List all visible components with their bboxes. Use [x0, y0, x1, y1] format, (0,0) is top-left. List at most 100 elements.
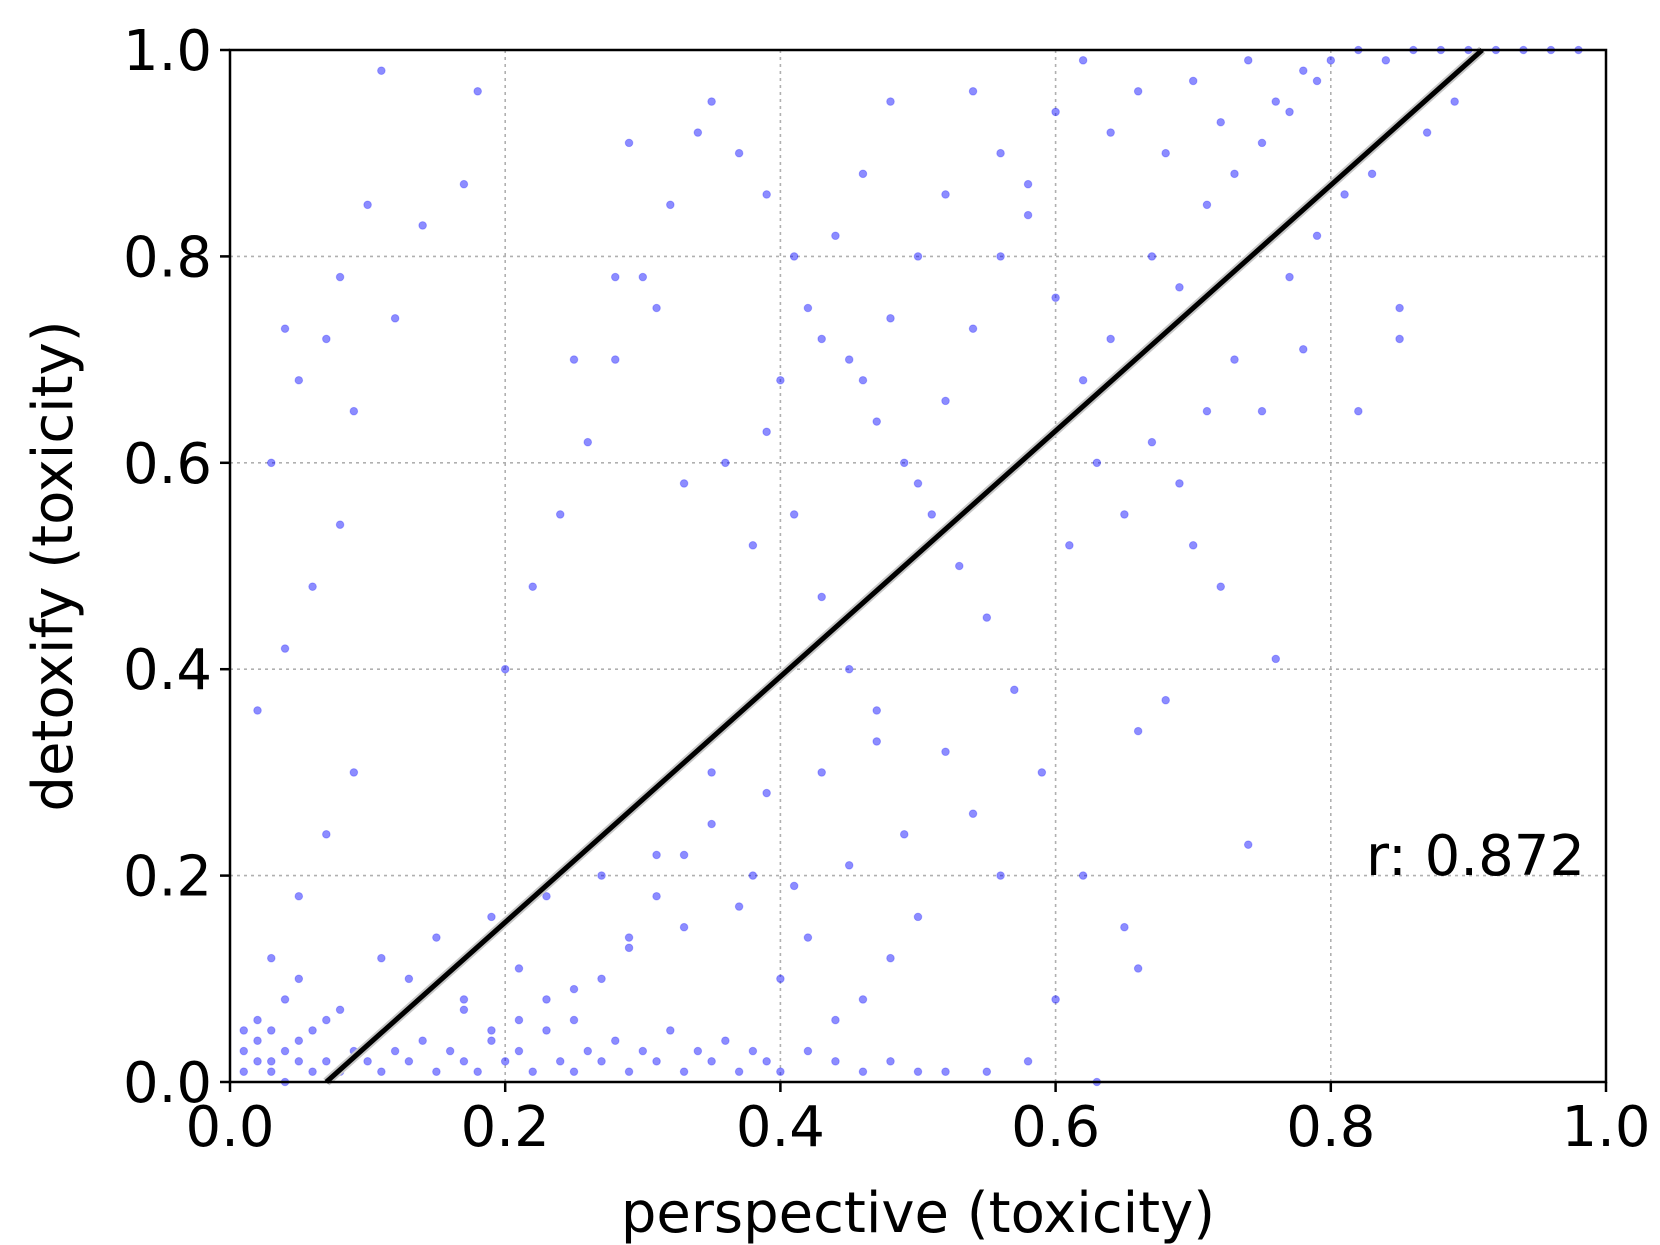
- data-point: [597, 1057, 606, 1066]
- data-point: [459, 179, 469, 189]
- data-point: [418, 1036, 427, 1046]
- data-point: [583, 437, 593, 447]
- data-point: [1257, 138, 1267, 148]
- data-point: [1381, 56, 1391, 65]
- data-point: [308, 1026, 317, 1035]
- data-point: [1161, 695, 1170, 705]
- data-point: [253, 1015, 262, 1025]
- data-point: [418, 221, 427, 230]
- data-point: [1023, 179, 1033, 189]
- data-point: [280, 995, 290, 1004]
- data-point: [377, 66, 386, 75]
- y-axis-label: detoxify (toxicity): [21, 320, 86, 811]
- data-point: [280, 1046, 290, 1056]
- data-point: [610, 355, 620, 364]
- data-point: [514, 964, 524, 973]
- data-point: [762, 190, 771, 199]
- data-point: [886, 97, 895, 106]
- data-point: [432, 933, 441, 942]
- data-point: [459, 995, 469, 1004]
- data-point: [817, 334, 826, 344]
- data-point: [789, 252, 799, 261]
- data-point: [707, 768, 716, 777]
- data-point: [1161, 148, 1170, 158]
- data-point: [886, 314, 895, 323]
- data-point: [500, 1057, 510, 1066]
- data-point: [1120, 510, 1129, 519]
- data-point: [1367, 169, 1377, 179]
- data-point: [803, 1046, 813, 1056]
- data-point: [652, 1057, 661, 1066]
- data-point: [266, 953, 276, 963]
- regression-line: [323, 46, 1486, 1086]
- data-point: [844, 664, 854, 674]
- data-point: [459, 1057, 469, 1066]
- data-point: [280, 324, 290, 333]
- data-point: [1078, 871, 1088, 880]
- data-point: [721, 458, 730, 468]
- data-point: [693, 128, 703, 137]
- data-point: [1298, 344, 1308, 354]
- data-point: [844, 355, 854, 364]
- data-point: [308, 582, 317, 591]
- data-point: [1078, 56, 1088, 65]
- data-point: [707, 1057, 716, 1066]
- y-tick-label: 0.8: [123, 225, 212, 290]
- data-point: [1133, 86, 1143, 96]
- data-point: [253, 1057, 262, 1066]
- x-tick-label: 1.0: [1561, 1095, 1650, 1160]
- data-point: [707, 97, 716, 106]
- data-point: [239, 1026, 249, 1035]
- data-point: [872, 737, 882, 746]
- data-point: [624, 933, 634, 942]
- y-tick-label: 0.0: [123, 1051, 212, 1116]
- data-point: [569, 355, 579, 364]
- data-point: [776, 1067, 785, 1076]
- data-point: [610, 272, 620, 282]
- data-point: [377, 953, 386, 963]
- data-point: [1312, 231, 1322, 241]
- data-point: [1188, 76, 1198, 86]
- data-point: [1271, 654, 1281, 664]
- data-point: [542, 891, 551, 901]
- scatter-points: [239, 45, 1583, 1087]
- data-point: [390, 1046, 400, 1056]
- data-point: [1230, 355, 1239, 364]
- data-point: [1175, 283, 1184, 292]
- data-point: [831, 1057, 840, 1066]
- data-point: [349, 768, 359, 777]
- data-point: [542, 1026, 551, 1035]
- data-point: [597, 871, 606, 880]
- data-point: [322, 334, 331, 344]
- data-point: [1051, 995, 1060, 1004]
- data-point: [1023, 1057, 1033, 1066]
- data-point: [1257, 406, 1267, 416]
- data-point: [266, 458, 276, 468]
- data-point: [1326, 56, 1336, 65]
- data-point: [1051, 107, 1060, 117]
- data-point: [941, 1067, 950, 1076]
- data-point: [1216, 117, 1226, 127]
- x-tick-label: 0.6: [1011, 1095, 1100, 1160]
- data-point: [941, 190, 950, 199]
- data-point: [404, 974, 414, 984]
- data-point: [335, 272, 345, 282]
- data-point: [1106, 128, 1115, 137]
- data-point: [1133, 964, 1143, 973]
- x-tick-label: 0.8: [1286, 1095, 1375, 1160]
- data-point: [734, 1067, 744, 1076]
- data-point: [555, 510, 565, 519]
- data-point: [831, 231, 840, 241]
- data-point: [913, 479, 923, 488]
- data-point: [1051, 293, 1060, 302]
- correlation-annotation: r: 0.872: [1366, 824, 1585, 889]
- data-point: [803, 933, 813, 942]
- data-point: [569, 1015, 579, 1025]
- data-point: [1188, 541, 1198, 550]
- data-point: [308, 1067, 317, 1076]
- data-point: [1147, 252, 1157, 261]
- data-point: [776, 974, 785, 984]
- data-point: [872, 706, 882, 715]
- data-point: [762, 1057, 771, 1066]
